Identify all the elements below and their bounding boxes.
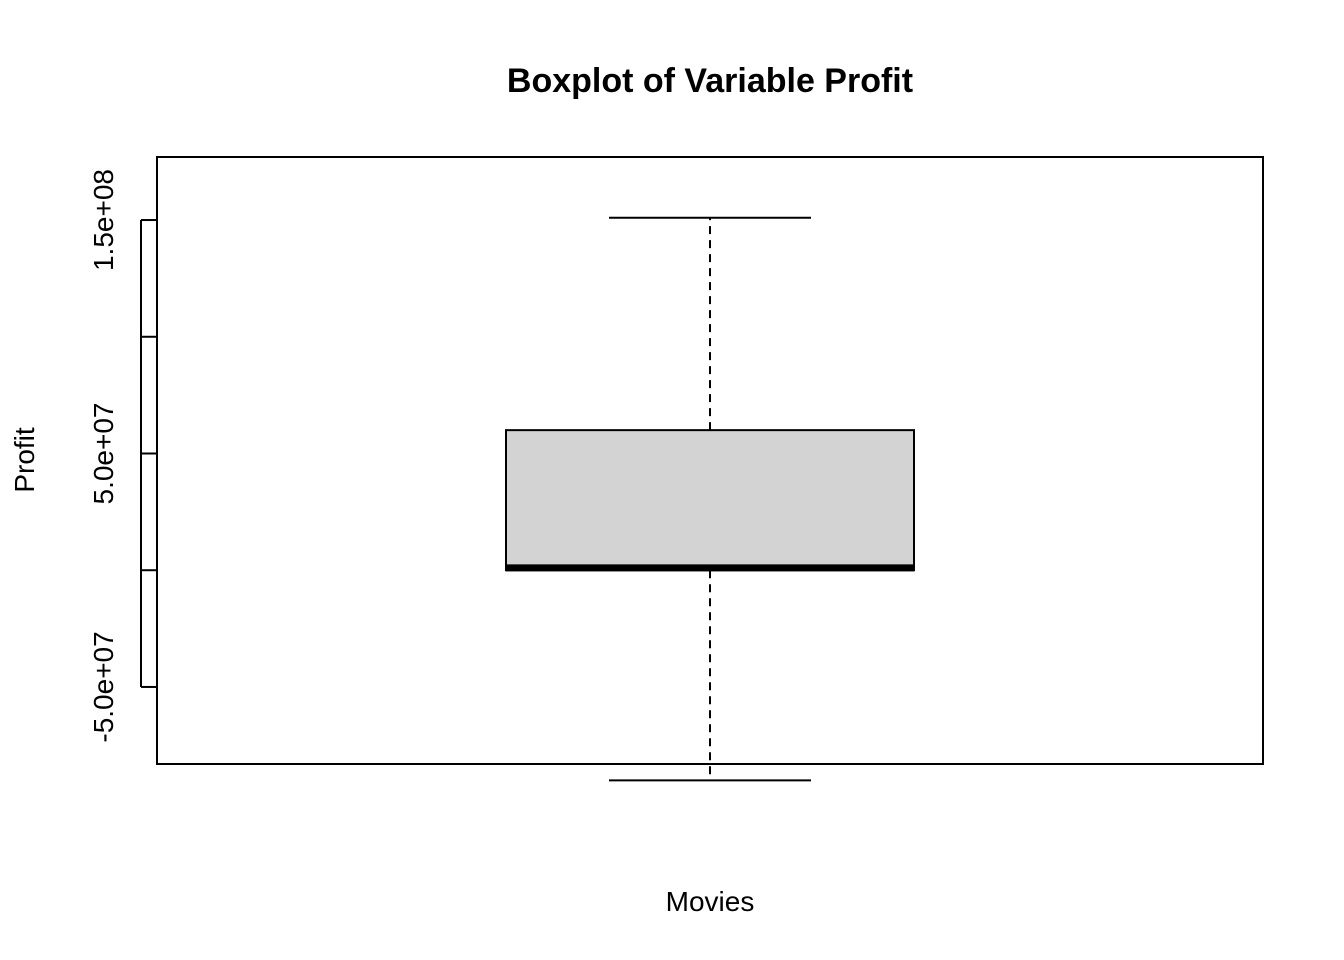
chart-title: Boxplot of Variable Profit: [507, 62, 913, 100]
box-plot: [505, 216, 915, 782]
y-axis-label: Profit: [9, 427, 40, 493]
plot-frame: [156, 156, 1264, 765]
y-tick-label: 1.5e+08: [88, 169, 119, 271]
y-tick-label: 5.0e+07: [88, 402, 119, 504]
iqr-box: [505, 429, 915, 572]
x-axis-label: Movies: [666, 886, 755, 917]
y-tick-label: -5.0e+07: [88, 631, 119, 742]
y-axis: -5.0e+07 5.0e+07 1.5e+08: [88, 169, 157, 743]
